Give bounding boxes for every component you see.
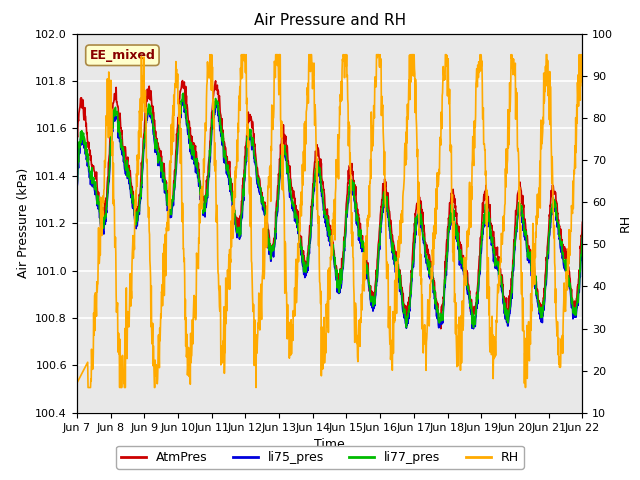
li77_pres [243,154,250,159]
RH [474,74,482,80]
AtmPres [179,78,186,84]
li75_pres [186,141,193,146]
RH [206,52,214,58]
li77_pres [73,180,81,185]
Line: li75_pres: li75_pres [77,99,582,329]
li75_pres [73,185,81,191]
li75_pres [173,152,180,157]
li75_pres [474,288,482,294]
X-axis label: Time: Time [314,438,345,451]
li77_pres [519,220,527,226]
li77_pres [470,324,477,330]
AtmPres [173,134,180,140]
AtmPres [186,124,193,130]
li75_pres [470,326,477,332]
li75_pres [579,236,586,241]
li77_pres [408,275,416,280]
li77_pres [173,147,180,153]
RH [579,83,586,88]
Line: li77_pres: li77_pres [77,93,582,327]
AtmPres [408,267,416,273]
AtmPres [73,132,81,138]
Line: AtmPres: AtmPres [77,81,582,329]
Line: RH: RH [77,55,582,387]
li75_pres [243,158,250,164]
Legend: AtmPres, li75_pres, li77_pres, RH: AtmPres, li75_pres, li77_pres, RH [116,446,524,469]
li75_pres [519,228,527,233]
RH [173,85,181,91]
li77_pres [579,233,586,239]
li77_pres [186,134,193,140]
AtmPres [474,268,482,274]
li77_pres [179,90,187,96]
RH [519,295,527,301]
AtmPres [579,219,586,225]
li77_pres [474,282,482,288]
RH [186,353,193,359]
Text: EE_mixed: EE_mixed [90,49,156,62]
Y-axis label: RH: RH [619,214,632,232]
RH [73,381,81,386]
RH [243,101,250,107]
AtmPres [437,326,445,332]
Y-axis label: Air Pressure (kPa): Air Pressure (kPa) [17,168,30,278]
li75_pres [408,278,416,284]
li75_pres [179,96,186,102]
RH [408,54,416,60]
AtmPres [519,202,527,208]
Title: Air Pressure and RH: Air Pressure and RH [253,13,406,28]
AtmPres [243,140,250,146]
RH [84,384,92,390]
